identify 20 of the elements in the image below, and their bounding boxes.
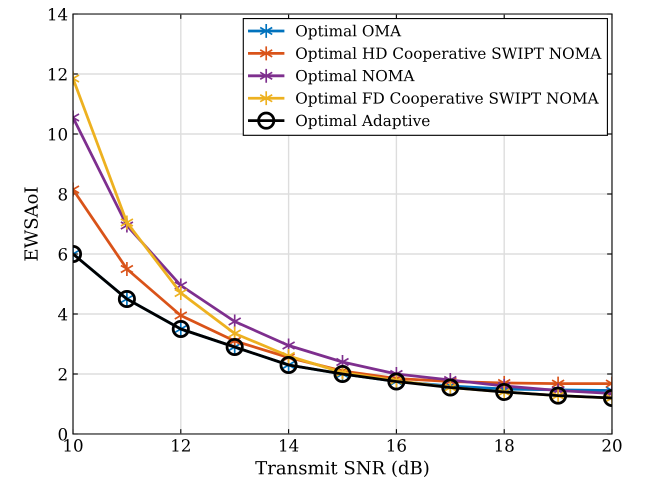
x-tick-label: 20	[602, 439, 622, 452]
x-tick-label: 16	[388, 439, 406, 452]
legend-label: Optimal OMA	[296, 24, 402, 40]
y-tick-label: 0	[58, 428, 68, 441]
x-tick-label: 12	[172, 439, 190, 452]
legend-label: Optimal Adaptive	[296, 114, 430, 130]
y-tick-label: 2	[58, 368, 67, 380]
y-tick-label: 14	[48, 8, 68, 20]
y-tick-label: 4	[58, 308, 68, 320]
y-axis-title: EWSAoI	[24, 187, 38, 261]
y-tick-label: 8	[58, 188, 68, 201]
x-axis-title: Transmit SNR (dB)	[255, 460, 428, 478]
y-tick-label: 6	[58, 248, 68, 261]
x-tick-label: 18	[496, 439, 514, 452]
legend-label: Optimal HD Cooperative SWIPT NOMA	[296, 47, 602, 62]
x-tick-label: 14	[280, 439, 298, 452]
legend-label: Optimal NOMA	[296, 70, 415, 84]
y-tick-label: 10	[48, 128, 68, 141]
legend-label: Optimal FD Cooperative SWIPT NOMA	[296, 92, 599, 107]
y-tick-label: 12	[48, 68, 67, 80]
